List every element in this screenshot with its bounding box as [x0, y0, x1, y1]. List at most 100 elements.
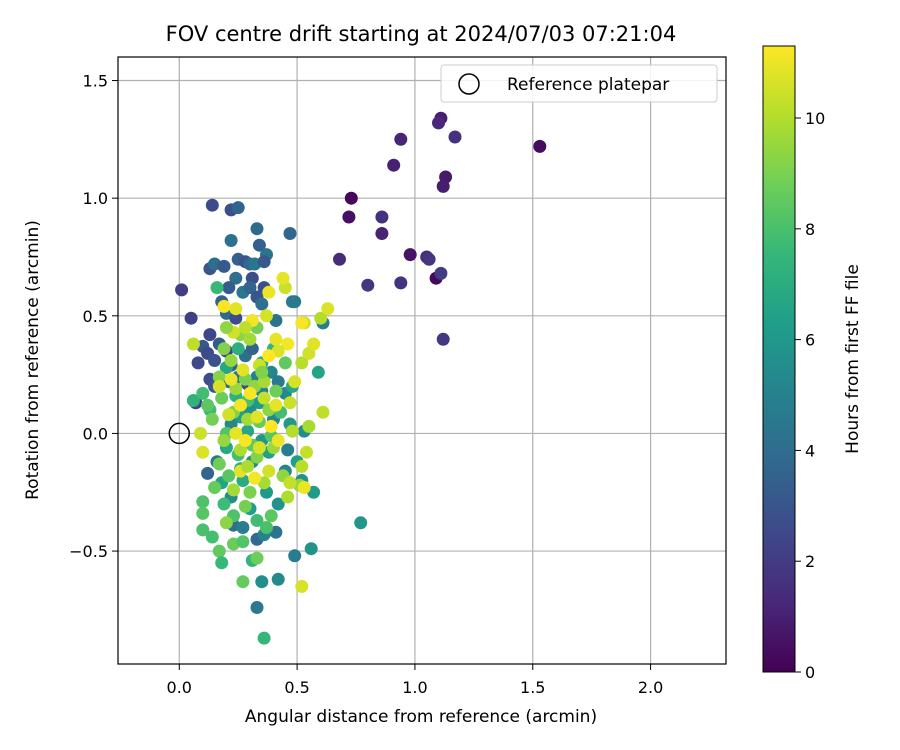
data-point: [205, 530, 219, 544]
data-point: [260, 521, 273, 534]
data-point: [314, 311, 328, 325]
data-point: [205, 412, 219, 426]
data-point: [311, 365, 325, 379]
plot-frame: [117, 56, 727, 665]
legend-marker-icon: [458, 73, 480, 95]
data-point: [297, 481, 311, 494]
data-point: [203, 328, 217, 342]
x-axis-label: Angular distance from reference (arcmin): [245, 707, 597, 727]
data-point: [250, 222, 264, 236]
data-point: [236, 363, 250, 377]
y-tick-label: 0.5: [83, 307, 108, 326]
data-point: [217, 497, 231, 511]
data-point: [394, 132, 408, 146]
data-point: [394, 276, 408, 290]
data-point: [224, 354, 238, 367]
data-point: [257, 631, 271, 645]
data-point: [264, 365, 278, 379]
data-point: [269, 398, 283, 412]
data-point: [276, 271, 290, 285]
data-point: [224, 372, 238, 386]
y-tick-label: 0.0: [83, 424, 108, 443]
colorbar-tick-label: 10: [805, 109, 825, 128]
data-point: [243, 386, 257, 400]
data-point: [250, 410, 264, 424]
data-point: [307, 337, 321, 351]
data-point: [250, 551, 264, 565]
points-layer: [175, 111, 547, 645]
y-tick-label: 1.0: [83, 189, 108, 208]
data-point: [196, 523, 210, 537]
data-point: [217, 259, 231, 273]
data-point: [212, 379, 226, 393]
data-point: [222, 408, 236, 422]
data-point: [219, 321, 233, 335]
data-point: [264, 419, 278, 433]
y-axis-label: Rotation from reference (arcmin): [23, 220, 43, 500]
data-point: [196, 386, 210, 400]
x-tick-label: 2.0: [638, 678, 663, 697]
data-point: [250, 601, 264, 614]
data-point: [342, 210, 356, 224]
data-point: [436, 179, 450, 193]
data-point: [271, 497, 285, 511]
data-point: [184, 311, 198, 325]
data-point: [333, 252, 346, 266]
data-point: [194, 426, 207, 440]
data-point: [238, 321, 252, 335]
data-point: [250, 514, 264, 527]
data-point: [217, 434, 231, 447]
data-point: [243, 485, 257, 499]
data-point: [252, 238, 266, 252]
data-point: [238, 434, 252, 447]
data-point: [255, 365, 269, 379]
data-point: [219, 516, 233, 530]
data-point: [248, 471, 262, 485]
data-point: [262, 285, 276, 299]
data-point: [255, 297, 269, 311]
x-ticks: 0.0 0.5 1.0 1.5 2.0: [167, 664, 663, 697]
data-point: [316, 405, 330, 419]
data-point: [234, 398, 247, 412]
data-point: [283, 396, 297, 410]
colorbar-tick-label: 6: [805, 331, 815, 350]
y-ticks: −0.5 0.0 0.5 1.0 1.5: [69, 72, 118, 561]
data-point: [236, 535, 250, 549]
colorbar-tick-label: 4: [805, 441, 815, 460]
data-point: [269, 384, 283, 398]
x-tick-label: 0.0: [167, 678, 192, 697]
data-point: [403, 248, 417, 262]
colorbar: 0 2 4 6 8 10 Hours from first FF file: [762, 45, 863, 682]
data-point: [212, 457, 226, 471]
data-point: [210, 281, 224, 295]
x-tick-label: 1.0: [402, 678, 427, 697]
data-point: [205, 198, 219, 212]
data-point: [533, 139, 547, 153]
data-point: [236, 575, 250, 589]
data-point: [217, 299, 231, 313]
data-point: [212, 370, 226, 384]
data-point: [375, 227, 389, 240]
data-point: [201, 398, 215, 412]
data-point: [229, 426, 243, 440]
chart-title: FOV centre drift starting at 2024/07/03 …: [166, 22, 677, 46]
data-point: [281, 337, 295, 351]
data-point: [278, 356, 292, 370]
data-point: [229, 271, 243, 285]
data-point: [231, 342, 245, 356]
data-point: [295, 579, 309, 593]
data-point: [271, 434, 285, 447]
data-point: [231, 201, 245, 215]
data-point: [201, 466, 215, 480]
data-point: [262, 464, 276, 478]
data-point: [283, 476, 297, 490]
data-point: [448, 130, 462, 144]
data-point: [302, 419, 316, 433]
data-point: [212, 544, 226, 558]
data-point: [241, 459, 255, 473]
data-point: [215, 556, 229, 570]
data-point: [436, 332, 450, 346]
data-point: [361, 278, 375, 292]
colorbar-ticks: 0 2 4 6 8 10: [795, 109, 825, 682]
data-point: [375, 210, 389, 224]
